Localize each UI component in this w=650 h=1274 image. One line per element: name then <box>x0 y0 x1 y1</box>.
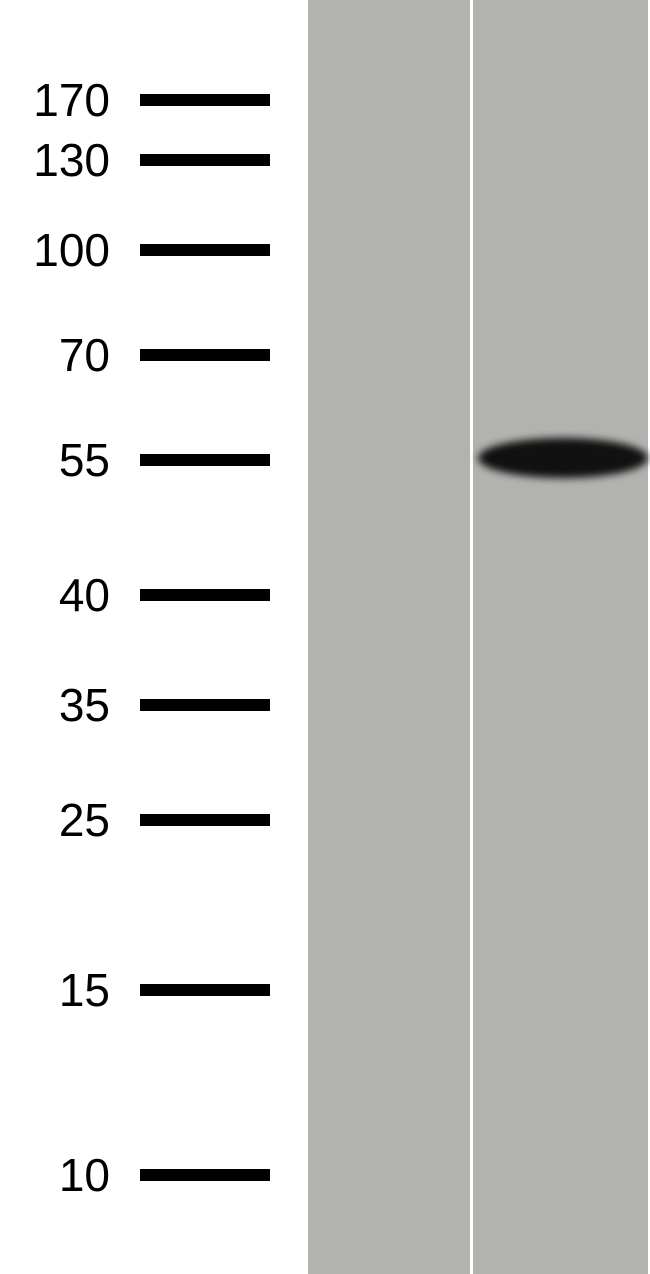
mw-tick-70 <box>140 349 270 361</box>
mw-tick-170 <box>140 94 270 106</box>
mw-label-40: 40 <box>59 572 110 618</box>
gel-background <box>308 0 648 1274</box>
mw-tick-25 <box>140 814 270 826</box>
mw-tick-130 <box>140 154 270 166</box>
mw-label-10: 10 <box>59 1152 110 1198</box>
mw-tick-10 <box>140 1169 270 1181</box>
mw-label-25: 25 <box>59 797 110 843</box>
mw-label-70: 70 <box>59 332 110 378</box>
mw-tick-55 <box>140 454 270 466</box>
lane-divider <box>470 0 473 1274</box>
mw-label-35: 35 <box>59 682 110 728</box>
band <box>478 438 648 478</box>
mw-tick-40 <box>140 589 270 601</box>
mw-label-15: 15 <box>59 967 110 1013</box>
mw-tick-100 <box>140 244 270 256</box>
mw-tick-35 <box>140 699 270 711</box>
mw-label-55: 55 <box>59 437 110 483</box>
mw-tick-15 <box>140 984 270 996</box>
mw-label-100: 100 <box>33 227 110 273</box>
mw-label-170: 170 <box>33 77 110 123</box>
mw-label-130: 130 <box>33 137 110 183</box>
western-blot-figure: 170 130 100 70 55 40 35 25 15 10 <box>0 0 650 1274</box>
